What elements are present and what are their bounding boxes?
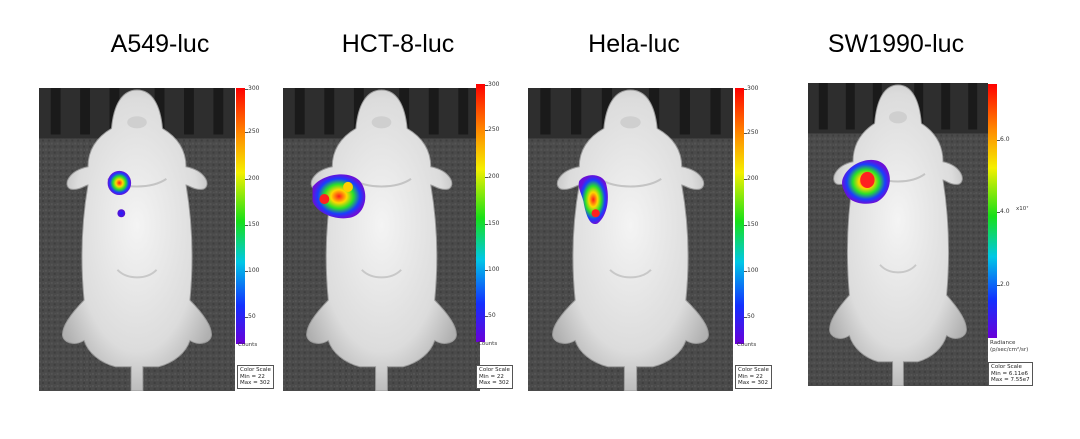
panel-title: SW1990-luc <box>827 30 965 58</box>
scale-unit: Counts <box>238 342 258 348</box>
bioluminescence-signal <box>107 170 132 196</box>
panel-a549: A549-luc 300 250 200 150 100 50 Counts C… <box>0 0 274 439</box>
color-scale-title: Color Scale <box>240 367 271 373</box>
scale-tick: 300 <box>747 85 759 92</box>
scale-tick: 50 <box>747 313 755 320</box>
color-scale-title: Color Scale <box>479 367 510 373</box>
panel-sw1990: SW1990-luc 6.0 4.0 x10⁷ 2.0 Radiance (p/… <box>800 0 1080 439</box>
color-scale-bar: 300 250 200 150 100 50 Counts <box>236 85 276 348</box>
color-scale-max: Max = 7.55e7 <box>991 377 1030 383</box>
color-scale-box: Color Scale Min = 6.11e6 Max = 7.55e7 <box>988 362 1033 386</box>
panel-title: Hela-luc <box>588 30 680 58</box>
color-scale-title: Color Scale <box>991 364 1022 370</box>
panel-title: A549-luc <box>110 30 210 58</box>
scale-unit: Radiance <box>990 340 1016 346</box>
scale-tick: 4.0 <box>1000 208 1010 215</box>
color-scale-max: Max = 302 <box>738 380 768 386</box>
color-scale-min: Min = 22 <box>479 373 504 380</box>
scale-tick: 50 <box>488 312 496 319</box>
scale-multiplier: x10⁷ <box>1016 206 1029 212</box>
mouse-image <box>39 88 235 391</box>
bioluminescence-signal <box>578 175 608 225</box>
mouse-image <box>808 83 988 386</box>
panel-hela: Hela-luc 300 250 200 150 100 50 Counts C… <box>528 0 800 439</box>
color-scale-title: Color Scale <box>738 367 769 373</box>
scale-tick: 100 <box>747 267 759 274</box>
color-scale-max: Max = 302 <box>240 380 270 386</box>
mouse-image <box>283 88 480 391</box>
scale-tick: 300 <box>248 85 260 92</box>
color-scale-min: Min = 6.11e6 <box>991 370 1028 377</box>
scale-tick: 6.0 <box>1000 136 1010 143</box>
scale-tick: 150 <box>747 221 759 228</box>
scale-tick: 150 <box>488 220 500 227</box>
scale-tick: 2.0 <box>1000 281 1010 288</box>
color-scale-max: Max = 302 <box>479 380 509 386</box>
color-scale-min: Min = 22 <box>240 373 265 380</box>
scale-tick: 200 <box>488 173 500 180</box>
color-scale-min: Min = 22 <box>738 373 763 380</box>
scale-tick: 200 <box>747 175 759 182</box>
scale-unit: (p/sec/cm²/sr) <box>990 347 1029 353</box>
scale-tick: 100 <box>248 267 260 274</box>
scale-tick: 250 <box>488 126 500 133</box>
color-scale-bar: 300 250 200 150 100 50 Counts <box>476 81 516 347</box>
panel-title: HCT-8-luc <box>341 30 455 58</box>
scale-tick: 50 <box>248 313 256 320</box>
scale-unit: Counts <box>737 342 757 348</box>
color-scale-box: Color Scale Min = 22 Max = 302 <box>237 365 274 389</box>
color-scale-bar: 6.0 4.0 x10⁷ 2.0 Radiance (p/sec/cm²/sr) <box>988 84 1048 354</box>
scale-tick: 200 <box>248 175 260 182</box>
color-scale-bar: 300 250 200 150 100 50 Counts <box>735 85 775 350</box>
bioluminescence-signal-secondary <box>117 209 126 218</box>
color-scale-box: Color Scale Min = 22 Max = 302 <box>476 365 513 389</box>
color-scale-box: Color Scale Min = 22 Max = 302 <box>735 365 772 389</box>
scale-tick: 150 <box>248 221 260 228</box>
scale-unit: Counts <box>478 341 498 347</box>
scale-tick: 250 <box>248 128 260 135</box>
scale-tick: 300 <box>488 81 500 88</box>
mouse-image <box>528 88 733 391</box>
panel-hct8: HCT-8-luc 300 250 200 150 100 50 Counts … <box>270 0 530 439</box>
scale-tick: 100 <box>488 266 500 273</box>
scale-tick: 250 <box>747 129 759 136</box>
